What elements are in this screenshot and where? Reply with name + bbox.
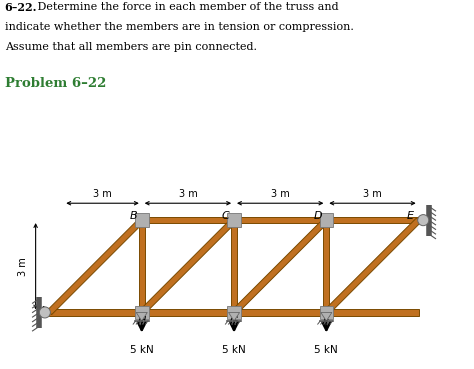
Text: 5 kN: 5 kN bbox=[130, 345, 154, 355]
Polygon shape bbox=[49, 309, 142, 315]
Polygon shape bbox=[232, 218, 328, 315]
Polygon shape bbox=[228, 313, 239, 321]
Text: E: E bbox=[407, 211, 413, 221]
Text: 6–22.: 6–22. bbox=[5, 2, 37, 13]
Polygon shape bbox=[234, 309, 326, 315]
Polygon shape bbox=[139, 220, 145, 313]
FancyBboxPatch shape bbox=[319, 213, 333, 227]
Text: 5 kN: 5 kN bbox=[314, 345, 338, 355]
FancyBboxPatch shape bbox=[135, 306, 148, 319]
Polygon shape bbox=[234, 217, 326, 223]
Text: 3 m: 3 m bbox=[18, 257, 28, 276]
Polygon shape bbox=[139, 218, 236, 315]
Polygon shape bbox=[321, 313, 332, 321]
Text: H: H bbox=[137, 316, 146, 326]
Text: 3 m: 3 m bbox=[93, 189, 112, 199]
Polygon shape bbox=[47, 218, 144, 315]
Text: 3 m: 3 m bbox=[363, 189, 382, 199]
FancyBboxPatch shape bbox=[135, 213, 148, 227]
Polygon shape bbox=[326, 217, 419, 223]
Polygon shape bbox=[142, 217, 234, 223]
Text: D: D bbox=[313, 211, 322, 221]
Text: Problem 6–22: Problem 6–22 bbox=[5, 77, 106, 90]
Polygon shape bbox=[324, 218, 421, 315]
Text: 3 m: 3 m bbox=[179, 189, 197, 199]
Text: 5 kN: 5 kN bbox=[222, 345, 246, 355]
FancyBboxPatch shape bbox=[227, 213, 241, 227]
Text: indicate whether the members are in tension or compression.: indicate whether the members are in tens… bbox=[5, 22, 354, 32]
Text: C: C bbox=[221, 211, 229, 221]
Polygon shape bbox=[136, 313, 147, 321]
Text: Determine the force in each member of the truss and: Determine the force in each member of th… bbox=[34, 2, 339, 12]
Text: B: B bbox=[129, 211, 137, 221]
Text: F: F bbox=[323, 316, 329, 326]
Circle shape bbox=[39, 307, 50, 318]
FancyBboxPatch shape bbox=[227, 306, 241, 319]
FancyBboxPatch shape bbox=[319, 306, 333, 319]
Circle shape bbox=[418, 215, 429, 226]
Text: G: G bbox=[230, 316, 238, 326]
Polygon shape bbox=[323, 220, 329, 313]
Text: Assume that all members are pin connected.: Assume that all members are pin connecte… bbox=[5, 42, 257, 52]
Polygon shape bbox=[231, 220, 237, 313]
Polygon shape bbox=[326, 309, 419, 315]
Polygon shape bbox=[142, 309, 234, 315]
Text: A: A bbox=[39, 306, 46, 316]
Text: 3 m: 3 m bbox=[271, 189, 290, 199]
